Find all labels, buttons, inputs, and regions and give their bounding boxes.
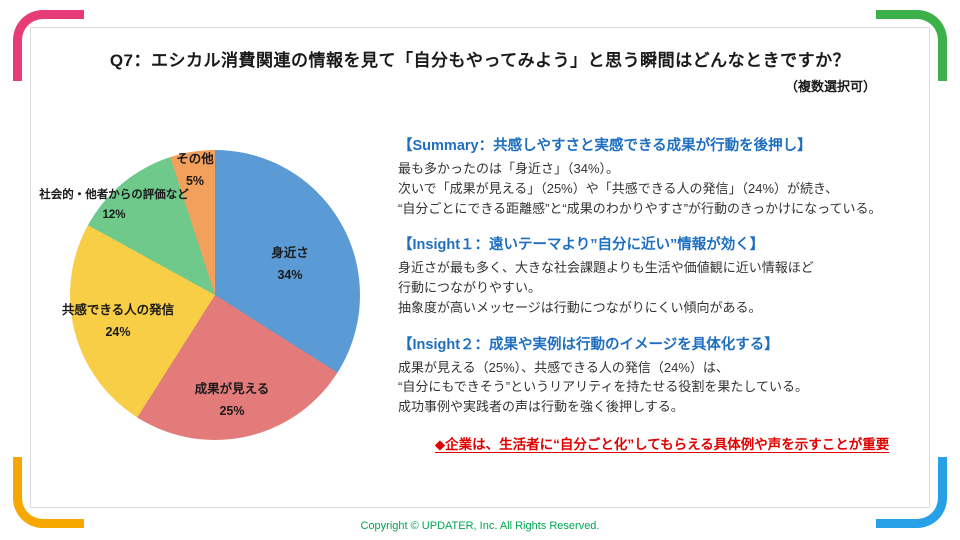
pie-label-percent: 34% — [277, 267, 303, 282]
summary-line-3: “自分ごとにできる距離感”と“成果のわかりやすさ”が行動のきっかけになっている。 — [398, 200, 882, 216]
pie-label-percent: 24% — [105, 324, 131, 339]
analysis-column: 【Summary：共感しやすさと実感できる成果が行動を後押し】 最も多かったのは… — [398, 134, 926, 453]
insight2-line-3: 成功事例や実践者の声は行動を強く後押しする。 — [398, 399, 684, 414]
pie-label-text: その他 — [176, 152, 214, 166]
pie-label-percent: 25% — [219, 403, 245, 418]
pie-label-text: 成果が見える — [194, 382, 270, 396]
subtitle-multiple-choice: （複数選択可） — [784, 79, 876, 94]
pie-label-visible-results: 成果が見える 25% — [195, 382, 270, 419]
conclusion-statement: ◆企業は、生活者に“自分ごと化”してもらえる具体例や声を示すことが重要 — [434, 436, 890, 452]
pie-label-percent: 12% — [102, 209, 126, 222]
pie-label-social-evaluation: 社会的・他者からの評価など 12% — [39, 188, 189, 223]
pie-label-familiarity: 身近さ 34% — [271, 246, 309, 283]
corner-accent-bottom-right — [876, 457, 947, 528]
pie-label-text: 共感できる人の発信 — [61, 303, 175, 317]
insight1-block: 【Insight１：遠いテーマより”自分に近い”情報が効く】 身近さが最も多く、… — [398, 233, 926, 317]
corner-accent-bottom-left — [13, 457, 84, 528]
page-title: Q7：エシカル消費関連の情報を見て「自分もやってみよう」と思う瞬間はどんなときで… — [109, 51, 851, 70]
pie-label-text: 身近さ — [271, 246, 309, 260]
insight2-block: 【Insight２：成果や実例は行動のイメージを具体化する】 成果が見える（25… — [398, 333, 926, 417]
pie-label-relatable-people: 共感できる人の発信 24% — [62, 303, 174, 340]
pie-label-other: その他 5% — [176, 152, 214, 189]
insight1-heading: 【Insight１：遠いテーマより”自分に近い”情報が効く】 — [398, 237, 765, 254]
pie-label-percent: 5% — [185, 173, 205, 188]
pie-label-text: 社会的・他者からの評価など — [39, 189, 189, 201]
insight2-heading: 【Insight２：成果や実例は行動のイメージを具体化する】 — [398, 336, 779, 353]
summary-line-1: 最も多かったのは「身近さ」（34%）。 — [398, 161, 620, 176]
summary-block: 【Summary：共感しやすさと実感できる成果が行動を後押し】 最も多かったのは… — [398, 134, 926, 218]
pie-chart — [70, 150, 360, 440]
pie-chart-area: 身近さ 34% 成果が見える 25% 共感できる人の発信 24% 社会的・他者か… — [39, 140, 390, 455]
insight2-line-2: “自分にもできそう”というリアリティを持たせる役割を果たしている。 — [398, 379, 808, 395]
copyright-footer: Copyright © UPDATER, Inc. All Rights Res… — [360, 520, 600, 532]
insight1-line-3: 抽象度が高いメッセージは行動につながりにくい傾向がある。 — [398, 299, 762, 315]
summary-line-2: 次いで「成果が見える」（25%）や「共感できる人の発信」（24%）が続き、 — [398, 180, 839, 196]
insight2-line-1: 成果が見える（25%）、共感できる人の発信（24%）は、 — [398, 359, 729, 375]
insight1-line-1: 身近さが最も多く、大きな社会課題よりも生活や価値観に近い情報ほど — [398, 260, 814, 276]
summary-heading: 【Summary：共感しやすさと実感できる成果が行動を後押し】 — [398, 138, 812, 154]
insight1-line-2: 行動につながりやすい。 — [398, 280, 542, 295]
